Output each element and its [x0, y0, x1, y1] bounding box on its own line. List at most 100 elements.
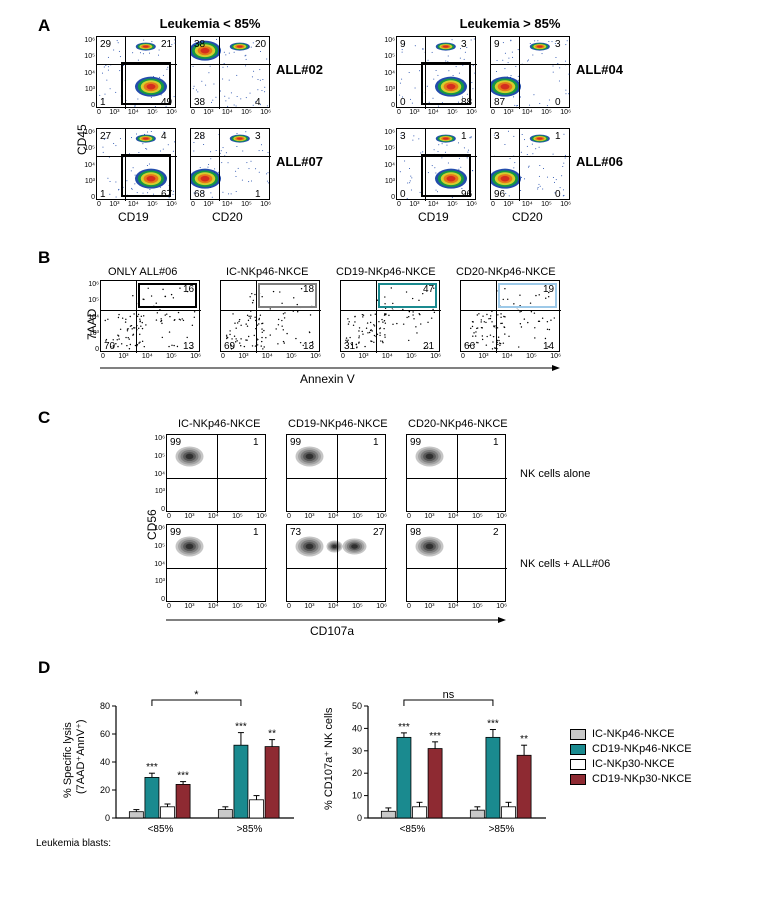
- svg-text:80: 80: [100, 701, 110, 711]
- quadrant-value: 1: [100, 189, 106, 200]
- scatter-b2: 186913010³10⁴10⁵10⁶: [220, 280, 320, 352]
- quadrant-value: 1: [253, 437, 259, 448]
- cd19-axis-2: CD19: [418, 210, 449, 224]
- lysis-y2: (7AAD⁺AnnV⁺): [74, 719, 87, 794]
- legend-row-cd19-46: CD19-NKp46-NKCE: [570, 743, 692, 755]
- annv-axis-label: Annexin V: [300, 372, 355, 386]
- scatter-c5: 7327010³10⁴10⁵10⁶: [286, 524, 386, 602]
- quadrant-value: 87: [494, 97, 505, 108]
- c-title-2: CD19-NKp46-NKCE: [288, 418, 388, 430]
- quadrant-value: 19: [543, 284, 554, 295]
- scatter-c6: 982010³10⁴10⁵10⁶: [406, 524, 506, 602]
- b-title-1: ONLY ALL#06: [108, 266, 177, 278]
- svg-text:40: 40: [100, 757, 110, 767]
- scatter-a7: 31096010³10⁴10⁵10⁶010³10⁴10⁵10⁶: [396, 128, 476, 200]
- quadrant-value: 70: [104, 341, 115, 352]
- cd19-axis-1: CD19: [118, 210, 149, 224]
- svg-text:20: 20: [352, 768, 362, 778]
- legend-box-ic30: [570, 759, 586, 770]
- svg-text:*: *: [194, 689, 199, 701]
- panel-d-label: D: [38, 658, 50, 678]
- c-title-3: CD20-NKp46-NKCE: [408, 418, 508, 430]
- cd107a-axis-label: CD107a: [310, 624, 354, 638]
- svg-text:<85%: <85%: [148, 824, 174, 835]
- quadrant-value: 21: [423, 341, 434, 352]
- scatter-c4: 991010³10⁴10⁵10⁶010³10⁴10⁵10⁶: [166, 524, 266, 602]
- quadrant-value: 9: [400, 39, 406, 50]
- quadrant-value: 27: [100, 131, 111, 142]
- quadrant-value: 4: [255, 97, 261, 108]
- scatter-a3: 93088010³10⁴10⁵10⁶010³10⁴10⁵10⁶: [396, 36, 476, 108]
- all04-label: ALL#04: [576, 62, 623, 77]
- legend-text-ic30: IC-NKp30-NKCE: [592, 758, 675, 770]
- panel-a-header-lt: Leukemia < 85%: [110, 16, 310, 31]
- c-title-1: IC-NKp46-NKCE: [178, 418, 261, 430]
- scatter-a8: 31960010³10⁴10⁵10⁶: [490, 128, 570, 200]
- panel-b-label: B: [38, 248, 50, 268]
- quadrant-value: 1: [100, 97, 106, 108]
- b-title-3: CD19-NKp46-NKCE: [336, 266, 436, 278]
- svg-text:***: ***: [146, 762, 158, 773]
- quadrant-value: 0: [400, 97, 406, 108]
- svg-text:***: ***: [398, 722, 410, 733]
- barchart-cd107: 01020304050***********<85%>85%ns: [340, 680, 550, 840]
- svg-text:ns: ns: [443, 689, 455, 701]
- svg-text:60: 60: [100, 729, 110, 739]
- quadrant-value: 99: [290, 437, 301, 448]
- svg-text:50: 50: [352, 701, 362, 711]
- svg-text:20: 20: [100, 785, 110, 795]
- scatter-c2: 991010³10⁴10⁵10⁶: [286, 434, 386, 512]
- quadrant-value: 99: [410, 437, 421, 448]
- legend-text-cd19-46: CD19-NKp46-NKCE: [592, 743, 692, 755]
- quadrant-value: 3: [461, 39, 467, 50]
- panel-c-label: C: [38, 408, 50, 428]
- quadrant-value: 0: [400, 189, 406, 200]
- svg-text:>85%: >85%: [237, 824, 263, 835]
- svg-text:30: 30: [352, 746, 362, 756]
- nk-all06-label: NK cells + ALL#06: [520, 558, 610, 570]
- quadrant-value: 3: [255, 131, 261, 142]
- scatter-c1: 991010³10⁴10⁵10⁶010³10⁴10⁵10⁶: [166, 434, 266, 512]
- all06-label: ALL#06: [576, 154, 623, 169]
- svg-text:0: 0: [105, 813, 110, 823]
- quadrant-value: 68: [194, 189, 205, 200]
- quadrant-value: 99: [170, 437, 181, 448]
- quadrant-value: 69: [224, 341, 235, 352]
- quadrant-value: 9: [494, 39, 500, 50]
- all07-label: ALL#07: [276, 154, 323, 169]
- scatter-a6: 283681010³10⁴10⁵10⁶: [190, 128, 270, 200]
- quadrant-value: 66: [464, 341, 475, 352]
- scatter-c3: 991010³10⁴10⁵10⁶: [406, 434, 506, 512]
- legend-text-ic46: IC-NKp46-NKCE: [592, 728, 675, 740]
- svg-text:10: 10: [352, 791, 362, 801]
- scatter-a4: 93870010³10⁴10⁵10⁶: [490, 36, 570, 108]
- quadrant-value: 4: [161, 131, 167, 142]
- quadrant-value: 38: [194, 39, 205, 50]
- quadrant-value: 98: [410, 527, 421, 538]
- nk-alone-label: NK cells alone: [520, 468, 590, 480]
- all02-label: ALL#02: [276, 62, 323, 77]
- scatter-a1: 2921149010³10⁴10⁵10⁶010³10⁴10⁵10⁶: [96, 36, 176, 108]
- svg-text:**: **: [268, 729, 276, 740]
- svg-text:40: 40: [352, 723, 362, 733]
- panel-a-label: A: [38, 16, 50, 36]
- svg-text:***: ***: [235, 722, 247, 733]
- blasts-label: Leukemia blasts:: [36, 838, 111, 849]
- legend-box-cd19-30: [570, 774, 586, 785]
- cd20-axis-1: CD20: [212, 210, 243, 224]
- barchart-lysis: 020406080***********<85%>85%*: [88, 680, 298, 840]
- scatter-a5: 274167010³10⁴10⁵10⁶010³10⁴10⁵10⁶: [96, 128, 176, 200]
- quadrant-value: 27: [373, 527, 384, 538]
- cd20-axis-2: CD20: [512, 210, 543, 224]
- scatter-a2: 3820384010³10⁴10⁵10⁶: [190, 36, 270, 108]
- legend-box-ic46: [570, 729, 586, 740]
- panel-a-header-gt: Leukemia > 85%: [410, 16, 610, 31]
- legend-box-cd19-46: [570, 744, 586, 755]
- quadrant-value: 0: [555, 97, 561, 108]
- quadrant-value: 18: [303, 284, 314, 295]
- quadrant-value: 29: [100, 39, 111, 50]
- svg-text:<85%: <85%: [400, 824, 426, 835]
- svg-text:>85%: >85%: [489, 824, 515, 835]
- b-title-2: IC-NKp46-NKCE: [226, 266, 309, 278]
- svg-text:***: ***: [177, 771, 189, 782]
